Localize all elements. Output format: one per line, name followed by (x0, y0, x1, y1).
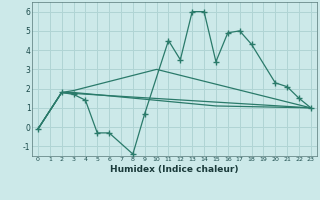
X-axis label: Humidex (Indice chaleur): Humidex (Indice chaleur) (110, 165, 239, 174)
